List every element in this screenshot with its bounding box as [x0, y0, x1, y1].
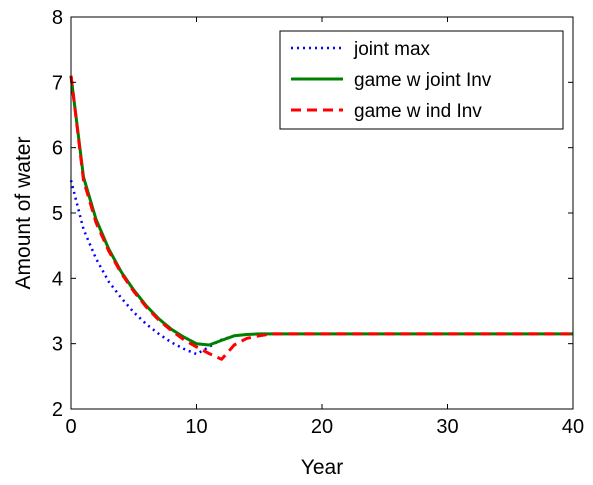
y-tick-label: 8: [52, 7, 63, 29]
y-tick-label: 4: [52, 268, 63, 290]
x-tick-label: 10: [185, 416, 207, 438]
y-tick-label: 5: [52, 203, 63, 225]
legend: joint max game w joint Inv game w ind Inv: [279, 30, 564, 130]
y-axis-label: Amount of water: [12, 137, 35, 290]
x-tick-label: 20: [311, 416, 333, 438]
x-tick-label: 0: [65, 416, 76, 438]
y-tick-label: 3: [52, 334, 63, 356]
legend-label-1: joint max: [353, 39, 431, 60]
legend-label-3: game w ind Inv: [354, 101, 482, 122]
y-tick-label: 7: [52, 72, 63, 94]
x-axis-label: Year: [301, 456, 343, 479]
x-tick-label: 40: [562, 416, 584, 438]
series-line-3: [69, 75, 573, 361]
series-line-1: [69, 179, 573, 356]
y-tick-label: 6: [52, 138, 63, 160]
x-tick-label: 30: [436, 416, 458, 438]
legend-label-2: game w joint Inv: [354, 70, 492, 91]
y-tick-label: 2: [52, 399, 63, 421]
